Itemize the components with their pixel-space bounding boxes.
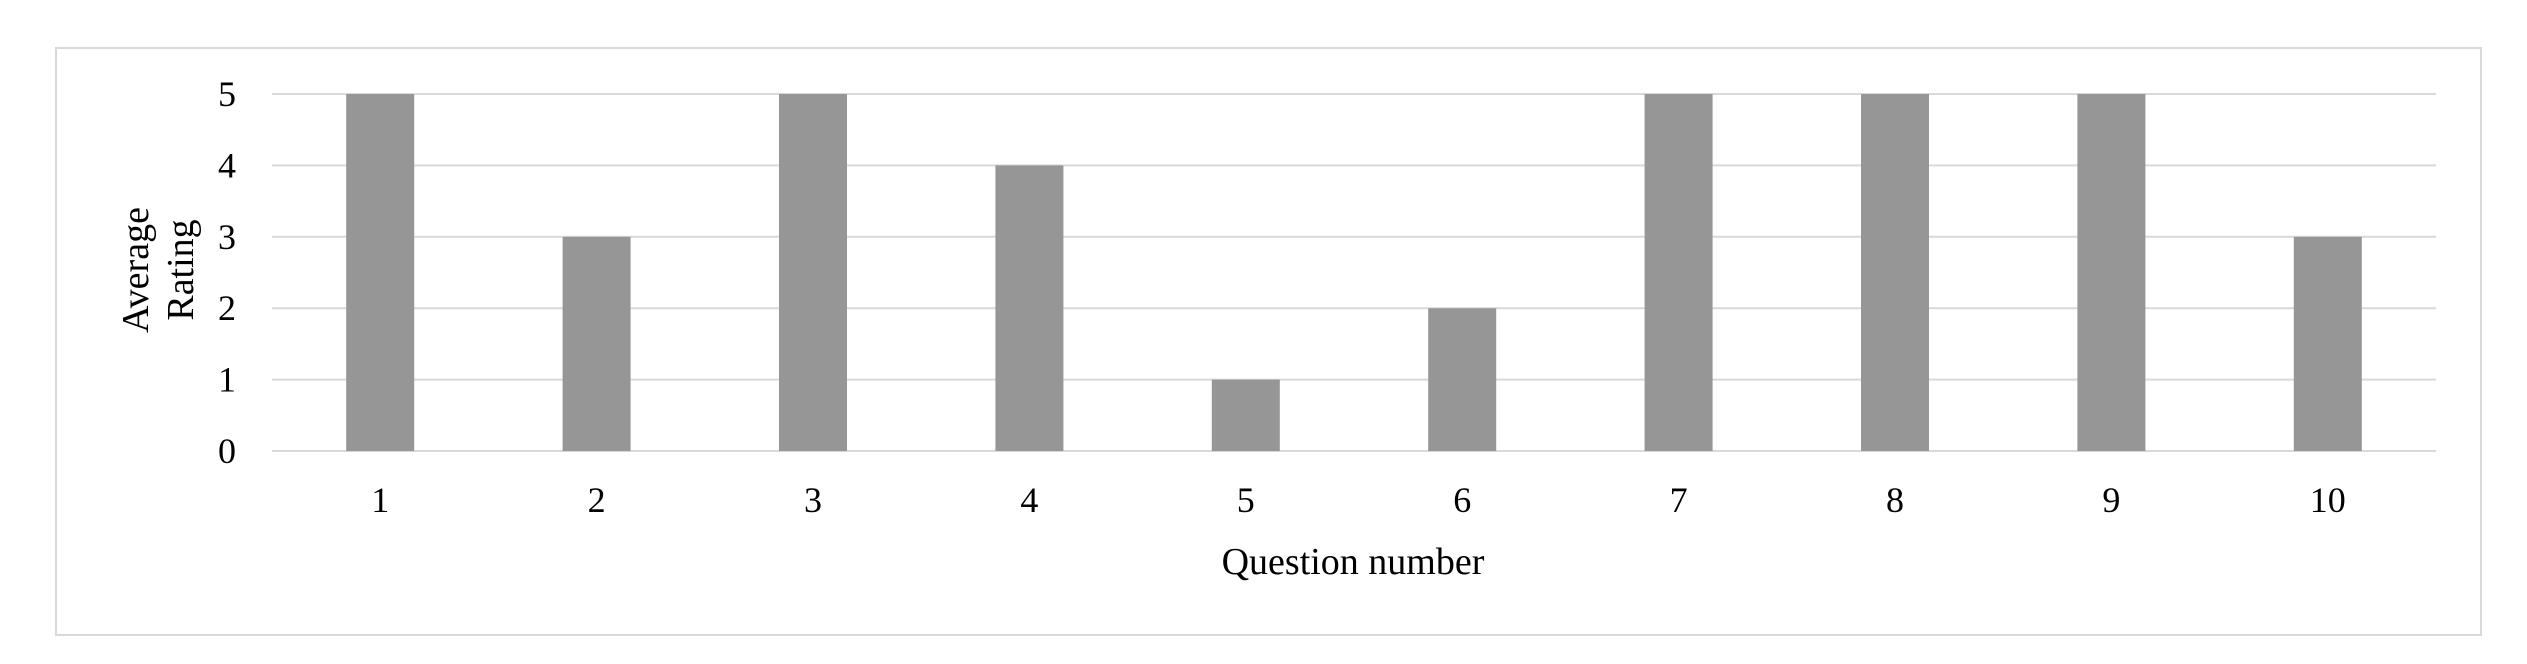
bar-question-6: [1428, 308, 1497, 451]
bar-question-2: [562, 236, 631, 451]
bar-question-4: [995, 165, 1064, 451]
y-tick-labels: 0 1 2 3 4 5: [218, 74, 236, 471]
y-tick-label: 1: [218, 360, 236, 400]
x-tick-label: 1: [371, 480, 389, 520]
x-tick-label: 4: [1020, 480, 1038, 520]
y-axis-title-line-1: Average: [115, 207, 157, 333]
x-tick-label: 5: [1237, 480, 1255, 520]
y-tick-label: 5: [218, 74, 236, 114]
x-tick-label: 9: [2102, 480, 2120, 520]
y-axis-title-line-2: Rating: [160, 219, 202, 320]
y-tick-label: 2: [218, 288, 236, 328]
x-tick-label: 7: [1670, 480, 1688, 520]
bar-question-9: [2077, 94, 2146, 451]
bar-question-10: [2293, 236, 2362, 451]
bar-question-1: [346, 94, 415, 451]
x-axis-title: Question number: [1222, 541, 1485, 583]
x-tick-label: 8: [1886, 480, 1904, 520]
bars: [346, 94, 2362, 451]
x-tick-labels: 1 2 3 4 5 6 7 8 9 10: [371, 480, 2346, 520]
bar-question-7: [1644, 94, 1713, 451]
x-tick-label: 2: [588, 480, 606, 520]
x-tick-label: 6: [1453, 480, 1471, 520]
x-tick-label: 10: [2310, 480, 2346, 520]
bar-question-8: [1861, 94, 1929, 451]
x-tick-label: 3: [804, 480, 822, 520]
y-tick-label: 0: [218, 431, 236, 471]
bar-question-3: [779, 94, 847, 451]
bar-question-5: [1211, 379, 1280, 451]
y-tick-label: 4: [218, 145, 236, 185]
y-tick-label: 3: [218, 217, 236, 257]
gridlines: [272, 93, 2436, 452]
